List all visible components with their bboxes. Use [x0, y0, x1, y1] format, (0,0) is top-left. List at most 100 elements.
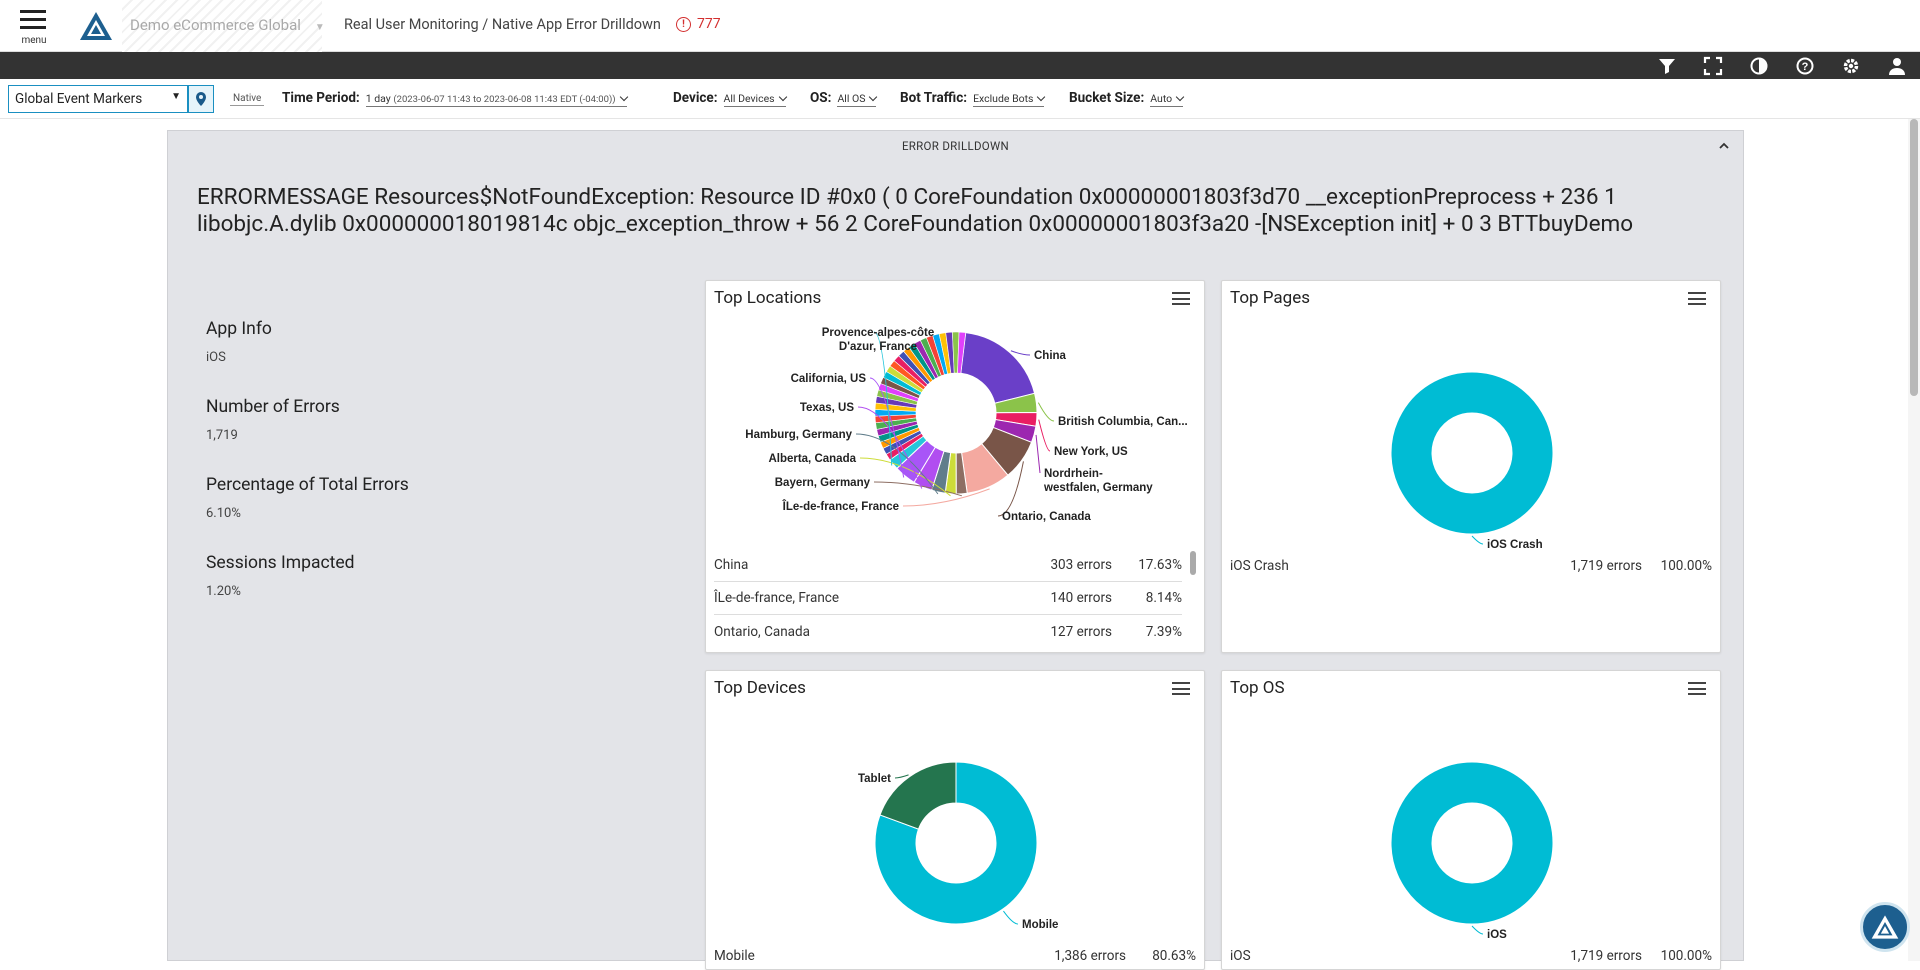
alert-count: 777 — [697, 16, 721, 32]
location-name: Ontario, Canada — [714, 623, 810, 640]
device-filter: Device: All Devices — [673, 90, 787, 107]
page-scrollbar[interactable] — [1908, 119, 1920, 961]
alert-badge[interactable]: ! 777 — [676, 16, 721, 32]
user-account-icon[interactable] — [1887, 56, 1907, 76]
menu-label: menu — [21, 35, 47, 46]
error-count: 303 errors — [1050, 557, 1112, 573]
chart-menu-icon[interactable] — [1688, 292, 1706, 306]
error-percent: 80.63% — [1152, 947, 1196, 964]
label-connector — [1010, 350, 1031, 356]
support-chat-button[interactable] — [1860, 902, 1910, 952]
list-item[interactable]: Ontario, Canada 127 errors 7.39% — [714, 615, 1182, 648]
filter-icon[interactable] — [1657, 56, 1677, 76]
pie-slice[interactable] — [1390, 371, 1554, 535]
slice-label: Texas, US — [800, 402, 854, 414]
label-connector — [1038, 419, 1051, 452]
error-percent: 8.14% — [1145, 590, 1182, 606]
panel-title: ERROR DRILLDOWN — [901, 139, 1010, 153]
top-locations-list: China 303 errors 17.63% ÎLe-de-france, Fra… — [714, 549, 1182, 648]
contrast-icon[interactable] — [1749, 56, 1769, 76]
location-name: China — [714, 557, 749, 573]
native-tag[interactable]: Native — [230, 93, 265, 106]
top-os-chart: iOS — [1390, 761, 1554, 941]
number-of-errors-block: Number of Errors 1,719 — [206, 397, 340, 443]
top-devices-chart: Mobile Tablet — [858, 761, 1058, 931]
app-selector[interactable]: Demo eCommerce Global ▼ — [130, 16, 325, 34]
menu-button[interactable]: menu — [20, 10, 48, 46]
time-period-label: Time Period: — [282, 90, 360, 106]
pie-slice[interactable] — [957, 331, 967, 374]
slice-label: Nordrhein-westfalen, Germany — [1043, 468, 1153, 494]
chevron-down-icon — [1175, 92, 1185, 102]
time-period-filter: Time Period: 1 day (2023-06-07 11:43 to … — [282, 90, 628, 107]
bucket-size-value: Auto — [1150, 92, 1173, 105]
error-message-heading: ERRORMESSAGE Resources$NotFoundException… — [197, 184, 1634, 237]
map-pin-button[interactable] — [188, 85, 214, 113]
pie-slice[interactable] — [879, 761, 957, 830]
slice-label: China — [1034, 350, 1067, 362]
settings-gear-icon[interactable] — [1841, 56, 1861, 76]
slice-label: Bayern, Germany — [775, 477, 871, 489]
label-connector — [873, 481, 963, 497]
slice-label: iOS Crash — [1487, 539, 1543, 551]
bucket-size-filter: Bucket Size: Auto — [1069, 90, 1185, 107]
chart-menu-icon[interactable] — [1688, 682, 1706, 696]
error-percent: 17.63% — [1138, 557, 1182, 573]
bot-traffic-label: Bot Traffic: — [900, 90, 968, 106]
list-item[interactable]: ÎLe-de-france, France 140 errors 8.14% — [714, 582, 1182, 615]
blue-triangle-logo[interactable] — [78, 10, 114, 42]
info-label: Sessions Impacted — [206, 553, 355, 573]
top-os-card: Top OS iOS iOS 1,719 errors 100.00% — [1221, 670, 1721, 970]
error-count: 1,719 errors — [1570, 947, 1642, 964]
list-item[interactable]: Mobile 1,386 errors 80.63% — [714, 939, 1196, 969]
bot-traffic-dropdown[interactable]: Exclude Bots — [973, 92, 1046, 107]
error-count: 1,719 errors — [1570, 557, 1642, 574]
svg-text:?: ? — [1802, 61, 1809, 73]
event-markers-select[interactable]: Global Event Markers ▼ — [8, 85, 188, 113]
location-name: ÎLe-de-france, France — [714, 590, 839, 606]
os-value: All OS — [837, 92, 866, 105]
pie-slice[interactable] — [874, 761, 1038, 925]
error-percent: 100.00% — [1660, 947, 1712, 964]
list-scrollbar[interactable] — [1190, 551, 1196, 575]
help-icon[interactable]: ? — [1795, 56, 1815, 76]
list-item[interactable]: China 303 errors 17.63% — [714, 549, 1182, 582]
chevron-down-icon — [1037, 92, 1046, 102]
pie-slice[interactable] — [960, 332, 1036, 404]
info-label: App Info — [206, 319, 272, 339]
os-dropdown[interactable]: All OS — [837, 92, 878, 107]
device-label: Device: — [673, 90, 718, 106]
device-dropdown[interactable]: All Devices — [723, 92, 787, 107]
top-pages-list: iOS Crash 1,719 errors 100.00% — [1230, 549, 1712, 582]
chevron-down-icon — [778, 92, 787, 102]
percentage-errors-block: Percentage of Total Errors 6.10% — [206, 475, 409, 521]
bot-traffic-filter: Bot Traffic: Exclude Bots — [900, 90, 1046, 107]
slice-label: New York, US — [1054, 446, 1128, 458]
top-devices-card: Top Devices Mobile Tablet Mobile 1,386 err… — [705, 670, 1205, 970]
chart-menu-icon[interactable] — [1172, 292, 1190, 306]
label-connector — [855, 433, 939, 495]
time-period-dropdown[interactable]: 1 day (2023-06-07 11:43 to 2023-06-08 11… — [365, 92, 628, 107]
list-item[interactable]: iOS Crash 1,719 errors 100.00% — [1230, 549, 1712, 582]
pie-slice[interactable] — [1390, 761, 1554, 925]
list-item[interactable]: iOS 1,719 errors 100.00% — [1230, 939, 1712, 969]
slice-label: Ontario, Canada — [1002, 511, 1091, 523]
bucket-size-dropdown[interactable]: Auto — [1150, 92, 1185, 107]
label-connector — [869, 377, 905, 478]
slice-label: Alberta, Canada — [768, 453, 856, 465]
app-select-background — [122, 0, 322, 52]
fullscreen-icon[interactable] — [1703, 56, 1723, 76]
chevron-up-icon[interactable] — [1717, 139, 1731, 153]
info-label: Number of Errors — [206, 397, 340, 417]
app-info-block: App Info iOS — [206, 319, 272, 365]
breadcrumb: Real User Monitoring / Native App Error … — [344, 16, 661, 33]
slice-label: ÎLe-de-france, France — [782, 500, 899, 513]
page-name: iOS Crash — [1230, 557, 1289, 574]
os-name: iOS — [1230, 947, 1251, 964]
scrollbar-thumb[interactable] — [1910, 119, 1918, 396]
device-value: All Devices — [723, 92, 775, 105]
logo-icon — [1871, 915, 1899, 939]
chart-menu-icon[interactable] — [1172, 682, 1190, 696]
chevron-down-icon — [619, 92, 628, 102]
error-count: 140 errors — [1050, 590, 1112, 606]
